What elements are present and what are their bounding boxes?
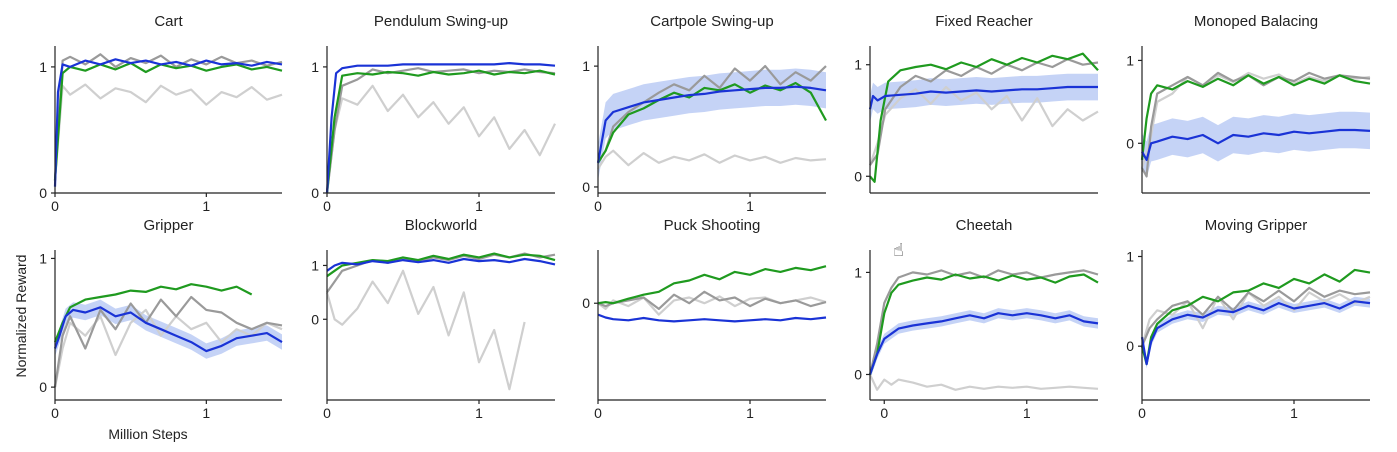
x-tick-label: 1: [202, 198, 210, 214]
series-band-blue: [870, 308, 1098, 380]
series-line-lightgray: [53, 308, 283, 388]
panel-7: Blockworld 0 1 0 1: [311, 217, 556, 421]
x-tick-label: 0: [1138, 405, 1146, 421]
x-tick-label: 1: [475, 405, 483, 421]
y-tick-label: 1: [854, 57, 862, 73]
x-tick-label: 1: [475, 198, 483, 214]
x-tick-label: 0: [51, 198, 59, 214]
panel-6: Gripper 0 1 0 1: [39, 217, 283, 421]
x-tick-label: 1: [746, 198, 754, 214]
panel-2: Pendulum Swing-up 0 1 0 1: [311, 13, 556, 214]
x-tick-label: 0: [51, 405, 59, 421]
y-tick-label: 0: [582, 179, 590, 195]
panel-1: Cart 0 1 0 1: [39, 13, 283, 214]
series-line-lightgray: [869, 374, 1099, 391]
y-tick-label: 0: [39, 379, 47, 395]
y-tick-label: 1: [311, 257, 319, 273]
y-tick-label: 0: [1126, 338, 1134, 354]
x-tick-label: 1: [202, 405, 210, 421]
series-line-blue: [53, 306, 283, 353]
series-line-blue: [868, 85, 1098, 110]
series-line-lightgray: [597, 149, 827, 170]
panel-title: Gripper: [143, 217, 193, 234]
y-tick-label: 0: [1126, 135, 1134, 151]
y-tick-label: 0: [39, 185, 47, 201]
series-line-gray: [868, 269, 1099, 375]
series-line-lightgray: [53, 83, 283, 181]
panel-title: Pendulum Swing-up: [374, 13, 508, 30]
series-line-blue: [1141, 128, 1371, 161]
y-tick-label: 1: [582, 58, 590, 74]
panel-title: Blockworld: [405, 217, 478, 234]
y-tick-label: 0: [311, 185, 319, 201]
panel-title: Cheetah: [956, 217, 1013, 234]
y-tick-label: 1: [1126, 248, 1134, 264]
series-line-lightgray: [868, 85, 1099, 166]
series-line-lightgray: [1140, 71, 1371, 169]
x-axis-label: Million Steps: [108, 426, 187, 442]
series-line-gray: [1141, 71, 1371, 178]
series-line-gray: [53, 53, 283, 181]
y-tick-label: 1: [39, 59, 47, 75]
y-tick-label: 1: [1126, 52, 1134, 68]
series-line-blue: [597, 313, 827, 323]
series-line-green: [53, 283, 253, 343]
x-tick-label: 0: [323, 198, 331, 214]
panel-title: Monoped Balacing: [1194, 13, 1318, 30]
series-band-blue: [598, 68, 826, 181]
series-line-gray: [597, 64, 827, 164]
panel-title: Cartpole Swing-up: [650, 13, 773, 30]
y-tick-label: 1: [39, 250, 47, 266]
x-tick-label: 0: [594, 405, 602, 421]
series-line-green: [53, 61, 283, 181]
series-line-blue: [325, 61, 556, 194]
series-line-gray: [325, 67, 556, 194]
series-line-blue: [868, 312, 1099, 375]
series-line-green: [868, 273, 1099, 375]
series-line-green: [597, 265, 827, 305]
y-tick-label: 0: [854, 168, 862, 184]
x-tick-label: 0: [880, 405, 888, 421]
panel-title: Fixed Reacher: [935, 13, 1033, 30]
y-tick-label: 0: [311, 311, 319, 327]
series-line-gray: [53, 295, 283, 388]
x-tick-label: 0: [323, 405, 331, 421]
panel-title: Puck Shooting: [664, 217, 761, 234]
y-tick-label: 1: [854, 264, 862, 280]
series-line-green: [869, 52, 1099, 183]
series-line-lightgray: [325, 269, 526, 391]
panel-8: Puck Shooting 0 0 1: [582, 217, 827, 421]
y-axis-label: Normalized Reward: [13, 255, 29, 378]
hand-cursor-icon: ☝: [893, 240, 904, 260]
series-line-blue: [596, 85, 827, 163]
series-band-blue: [1142, 296, 1370, 369]
y-tick-label: 0: [854, 366, 862, 382]
series-line-gray: [1140, 286, 1371, 347]
panel-5: Monoped Balacing 0 1: [1126, 13, 1371, 194]
x-tick-label: 0: [594, 198, 602, 214]
series-line-blue: [53, 58, 283, 187]
panel-title: Cart: [154, 13, 183, 30]
series-line-blue: [1140, 300, 1371, 366]
panel-9: Cheetah 0 1 0 1: [854, 217, 1099, 421]
panel-10: Moving Gripper 0 1 0 1: [1126, 217, 1371, 421]
x-tick-label: 1: [1023, 405, 1031, 421]
y-tick-label: 0: [582, 295, 590, 311]
series-band-blue: [870, 73, 1098, 123]
series-line-green: [325, 69, 556, 194]
series-line-green: [1140, 268, 1371, 366]
panel-title: Moving Gripper: [1205, 217, 1308, 234]
y-tick-label: 1: [311, 59, 319, 75]
panel-4: Fixed Reacher 0 1: [854, 13, 1099, 194]
panel-3: Cartpole Swing-up 0 1 0 1: [582, 13, 827, 214]
series-line-blue: [326, 257, 556, 272]
series-line-green: [1140, 74, 1371, 161]
x-tick-label: 1: [746, 405, 754, 421]
series-band-blue: [1142, 111, 1370, 179]
series-line-lightgray: [325, 84, 556, 194]
x-tick-label: 1: [1290, 405, 1298, 421]
